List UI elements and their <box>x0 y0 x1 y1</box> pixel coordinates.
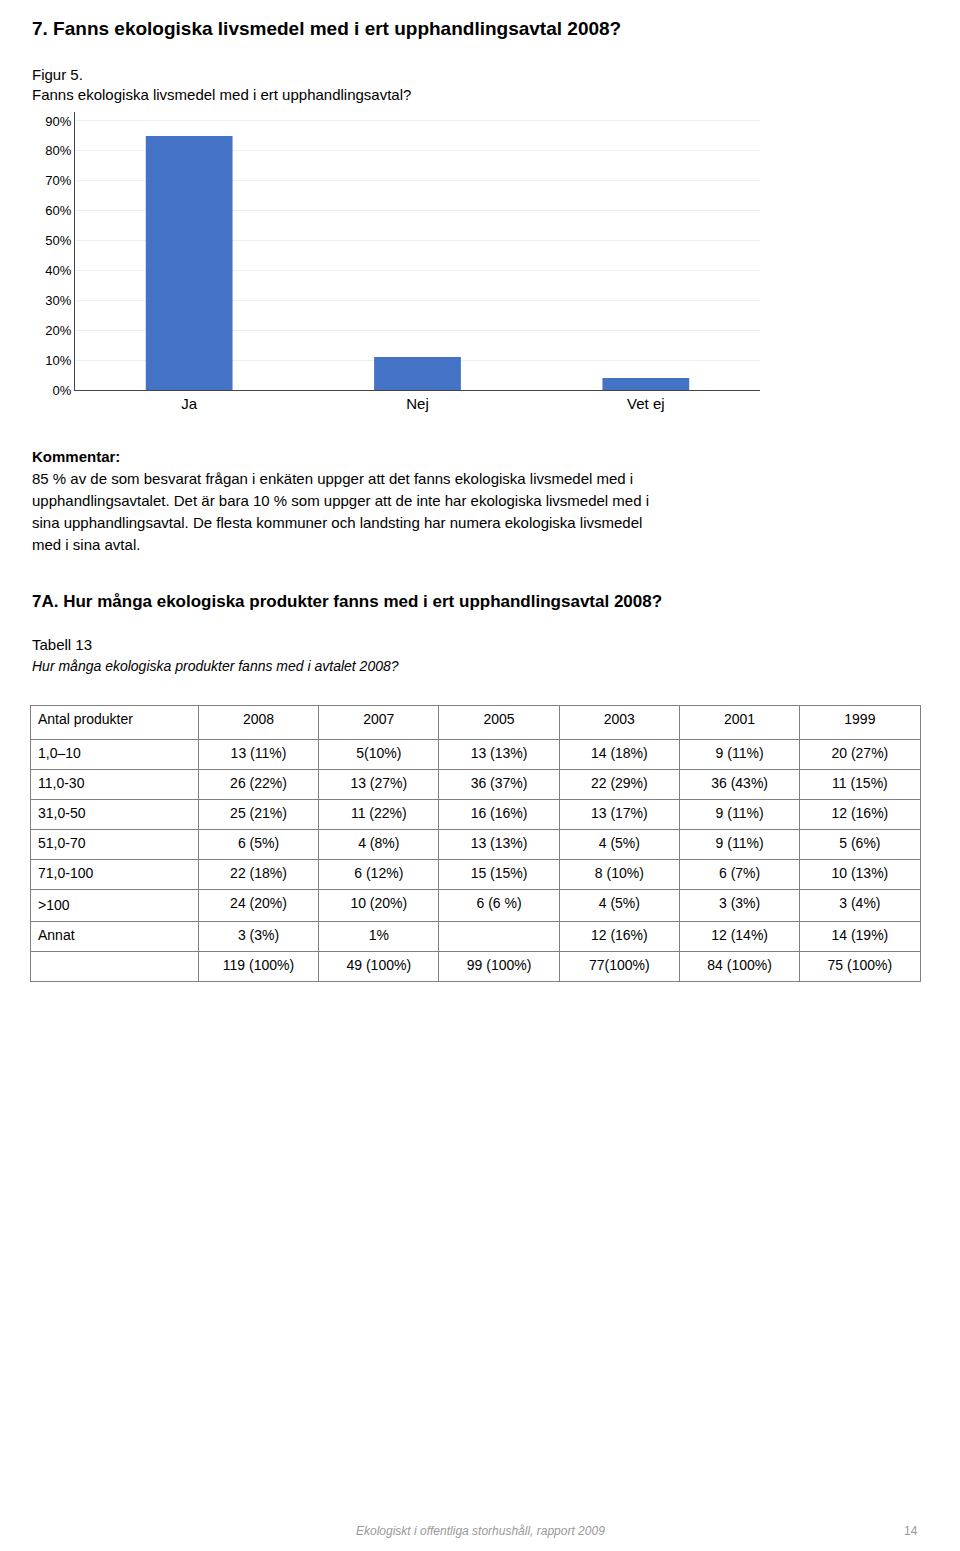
svg-text:11 (15%): 11 (15%) <box>832 775 888 791</box>
svg-text:>100: >100 <box>38 897 70 913</box>
svg-text:6 (12%): 6 (12%) <box>354 865 403 881</box>
svg-text:7A. Hur många ekologiska produ: 7A. Hur många ekologiska produkter fanns… <box>32 592 662 611</box>
svg-text:10%: 10% <box>45 353 71 368</box>
svg-text:16 (16%): 16 (16%) <box>471 805 528 821</box>
svg-text:Nej: Nej <box>406 395 429 412</box>
svg-text:70%: 70% <box>45 173 71 188</box>
svg-text:24 (20%): 24 (20%) <box>230 895 287 911</box>
svg-text:5 (6%): 5 (6%) <box>839 835 880 851</box>
svg-text:20 (27%): 20 (27%) <box>831 745 888 761</box>
svg-text:Tabell 13: Tabell 13 <box>32 636 92 653</box>
svg-text:26 (22%): 26 (22%) <box>230 775 287 791</box>
svg-text:80%: 80% <box>45 143 71 158</box>
svg-text:99 (100%): 99 (100%) <box>467 957 532 973</box>
svg-text:13 (13%): 13 (13%) <box>471 835 528 851</box>
svg-text:22 (18%): 22 (18%) <box>230 865 287 881</box>
svg-text:10 (13%): 10 (13%) <box>831 865 888 881</box>
svg-text:13 (13%): 13 (13%) <box>471 745 528 761</box>
svg-text:1999: 1999 <box>844 711 875 727</box>
svg-text:med i sina avtal.: med i sina avtal. <box>32 536 140 553</box>
svg-text:6 (5%): 6 (5%) <box>238 835 279 851</box>
svg-text:14: 14 <box>904 1524 918 1538</box>
svg-text:7. Fanns ekologiska livsmedel: 7. Fanns ekologiska livsmedel med i ert … <box>32 18 621 39</box>
svg-text:60%: 60% <box>45 203 71 218</box>
svg-text:6 (6 %): 6 (6 %) <box>476 895 521 911</box>
svg-text:2007: 2007 <box>363 711 394 727</box>
svg-text:4 (8%): 4 (8%) <box>358 835 399 851</box>
svg-text:12 (16%): 12 (16%) <box>831 805 888 821</box>
svg-text:Kommentar:: Kommentar: <box>32 448 120 465</box>
svg-text:Annat: Annat <box>38 927 75 943</box>
svg-text:15 (15%): 15 (15%) <box>471 865 528 881</box>
svg-text:12 (14%): 12 (14%) <box>711 927 768 943</box>
svg-text:0%: 0% <box>53 383 72 398</box>
svg-text:2003: 2003 <box>604 711 635 727</box>
svg-text:10 (20%): 10 (20%) <box>350 895 407 911</box>
svg-text:Hur många ekologiska produkter: Hur många ekologiska produkter fanns med… <box>32 658 399 674</box>
svg-text:31,0-50: 31,0-50 <box>38 805 86 821</box>
svg-text:Vet ej: Vet ej <box>627 395 665 412</box>
svg-text:13 (11%): 13 (11%) <box>231 745 287 761</box>
svg-text:22 (29%): 22 (29%) <box>591 775 648 791</box>
svg-text:sina upphandlingsavtal. De fle: sina upphandlingsavtal. De flesta kommun… <box>32 514 642 531</box>
svg-text:40%: 40% <box>45 263 71 278</box>
svg-text:2008: 2008 <box>243 711 274 727</box>
svg-text:85 % av de som besvarat frågan: 85 % av de som besvarat frågan i enkäten… <box>32 470 633 487</box>
svg-text:77(100%): 77(100%) <box>589 957 650 973</box>
svg-text:3 (3%): 3 (3%) <box>719 895 760 911</box>
svg-text:51,0-70: 51,0-70 <box>38 835 86 851</box>
svg-text:upphandlingsavtalet. Det är ba: upphandlingsavtalet. Det är bara 10 % so… <box>32 492 649 509</box>
svg-text:Ekologiskt i offentliga storhu: Ekologiskt i offentliga storhushåll, rap… <box>356 1524 605 1538</box>
svg-text:1%: 1% <box>369 927 389 943</box>
svg-text:2005: 2005 <box>483 711 514 727</box>
svg-text:8 (10%): 8 (10%) <box>595 865 644 881</box>
svg-text:Figur 5.: Figur 5. <box>32 66 83 83</box>
svg-text:49 (100%): 49 (100%) <box>346 957 411 973</box>
svg-text:75 (100%): 75 (100%) <box>828 957 893 973</box>
svg-text:Ja: Ja <box>181 395 198 412</box>
svg-text:84 (100%): 84 (100%) <box>707 957 772 973</box>
svg-text:14 (19%): 14 (19%) <box>831 927 888 943</box>
svg-text:30%: 30% <box>45 293 71 308</box>
svg-text:25 (21%): 25 (21%) <box>230 805 287 821</box>
svg-text:1,0–10: 1,0–10 <box>38 745 81 761</box>
svg-text:36 (43%): 36 (43%) <box>711 775 768 791</box>
svg-text:20%: 20% <box>45 323 71 338</box>
svg-text:90%: 90% <box>45 114 71 129</box>
svg-text:4 (5%): 4 (5%) <box>599 895 640 911</box>
svg-text:11,0-30: 11,0-30 <box>38 775 85 791</box>
svg-text:4 (5%): 4 (5%) <box>599 835 640 851</box>
svg-text:6 (7%): 6 (7%) <box>719 865 760 881</box>
svg-text:5(10%): 5(10%) <box>356 745 401 761</box>
svg-text:14 (18%): 14 (18%) <box>591 745 648 761</box>
svg-text:3 (3%): 3 (3%) <box>238 927 279 943</box>
svg-text:13 (17%): 13 (17%) <box>591 805 648 821</box>
svg-text:11 (22%): 11 (22%) <box>351 805 407 821</box>
svg-text:36 (37%): 36 (37%) <box>471 775 528 791</box>
svg-text:Antal produkter: Antal produkter <box>38 711 133 727</box>
svg-text:71,0-100: 71,0-100 <box>38 865 93 881</box>
svg-text:12 (16%): 12 (16%) <box>591 927 648 943</box>
svg-text:Fanns ekologiska livsmedel med: Fanns ekologiska livsmedel med i ert upp… <box>32 86 411 103</box>
svg-text:2001: 2001 <box>724 711 755 727</box>
svg-text:3 (4%): 3 (4%) <box>839 895 880 911</box>
svg-text:13 (27%): 13 (27%) <box>350 775 407 791</box>
svg-text:50%: 50% <box>45 233 71 248</box>
svg-text:119 (100%): 119 (100%) <box>223 957 294 973</box>
svg-text:9 (11%): 9 (11%) <box>716 835 764 851</box>
svg-text:9 (11%): 9 (11%) <box>716 805 764 821</box>
svg-text:9 (11%): 9 (11%) <box>716 745 764 761</box>
